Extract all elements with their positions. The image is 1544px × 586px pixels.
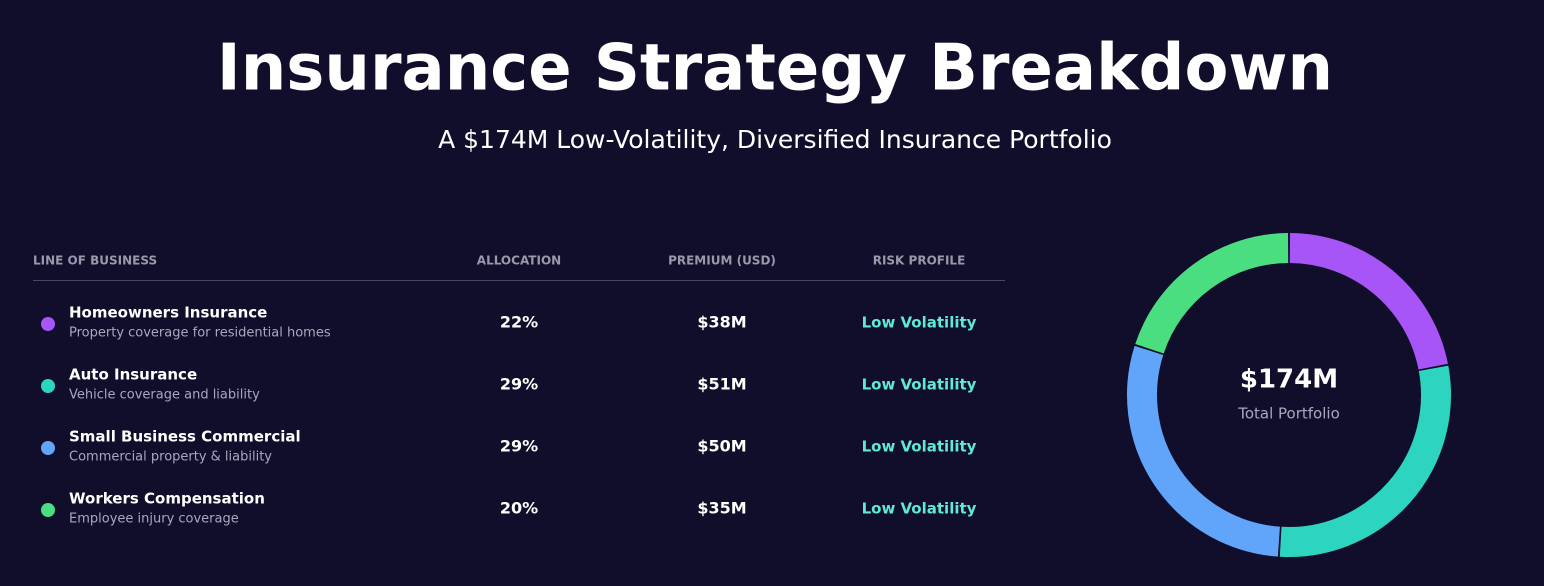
allocation: 29%	[500, 375, 538, 394]
donut-segment	[1127, 345, 1281, 557]
premium: $51M	[697, 375, 746, 394]
risk-profile: Low Volatility	[862, 376, 977, 394]
legend-dot	[41, 441, 55, 455]
line-description: Vehicle coverage and liability	[69, 388, 260, 403]
legend-dot	[41, 379, 55, 393]
line-description: Commercial property & liability	[69, 450, 272, 465]
legend-dot	[41, 317, 55, 331]
risk-profile: Low Volatility	[862, 314, 977, 332]
center-label: Total Portfolio	[1237, 405, 1340, 423]
donut-segment	[1135, 233, 1289, 354]
premium: $35M	[697, 499, 746, 518]
line-name: Auto Insurance	[69, 366, 197, 384]
column-header: RISK PROFILE	[873, 254, 966, 268]
line-name: Workers Compensation	[69, 490, 265, 508]
premium: $38M	[697, 313, 746, 332]
column-header: LINE OF BUSINESS	[33, 254, 157, 268]
column-header: ALLOCATION	[477, 254, 561, 268]
subtitle: A $174M Low-Volatility, Diversified Insu…	[438, 125, 1112, 154]
legend-dot	[41, 503, 55, 517]
allocation: 22%	[500, 313, 538, 332]
donut-segment	[1289, 233, 1448, 370]
line-name: Homeowners Insurance	[69, 304, 267, 322]
risk-profile: Low Volatility	[862, 500, 977, 518]
center-value: $174M	[1240, 365, 1338, 395]
line-name: Small Business Commercial	[69, 428, 301, 446]
donut-segment	[1279, 365, 1451, 557]
allocation: 29%	[500, 437, 538, 456]
allocation: 20%	[500, 499, 538, 518]
line-description: Property coverage for residential homes	[69, 326, 331, 341]
line-description: Employee injury coverage	[69, 512, 239, 527]
risk-profile: Low Volatility	[862, 438, 977, 456]
title: Insurance Strategy Breakdown	[217, 32, 1333, 106]
premium: $50M	[697, 437, 746, 456]
column-header: PREMIUM (USD)	[668, 254, 776, 268]
